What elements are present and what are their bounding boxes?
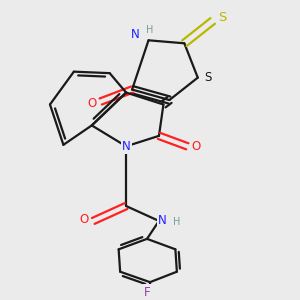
Text: H: H: [172, 217, 180, 227]
Text: O: O: [87, 98, 96, 110]
Text: S: S: [218, 11, 226, 24]
Text: H: H: [146, 25, 154, 35]
Text: O: O: [80, 213, 89, 226]
Text: N: N: [122, 140, 130, 153]
Text: F: F: [144, 286, 150, 298]
Text: N: N: [131, 28, 140, 41]
Text: S: S: [205, 71, 212, 84]
Text: N: N: [158, 214, 167, 227]
Text: O: O: [192, 140, 201, 153]
